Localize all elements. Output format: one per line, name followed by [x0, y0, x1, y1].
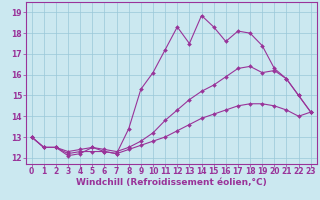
X-axis label: Windchill (Refroidissement éolien,°C): Windchill (Refroidissement éolien,°C)	[76, 178, 267, 187]
